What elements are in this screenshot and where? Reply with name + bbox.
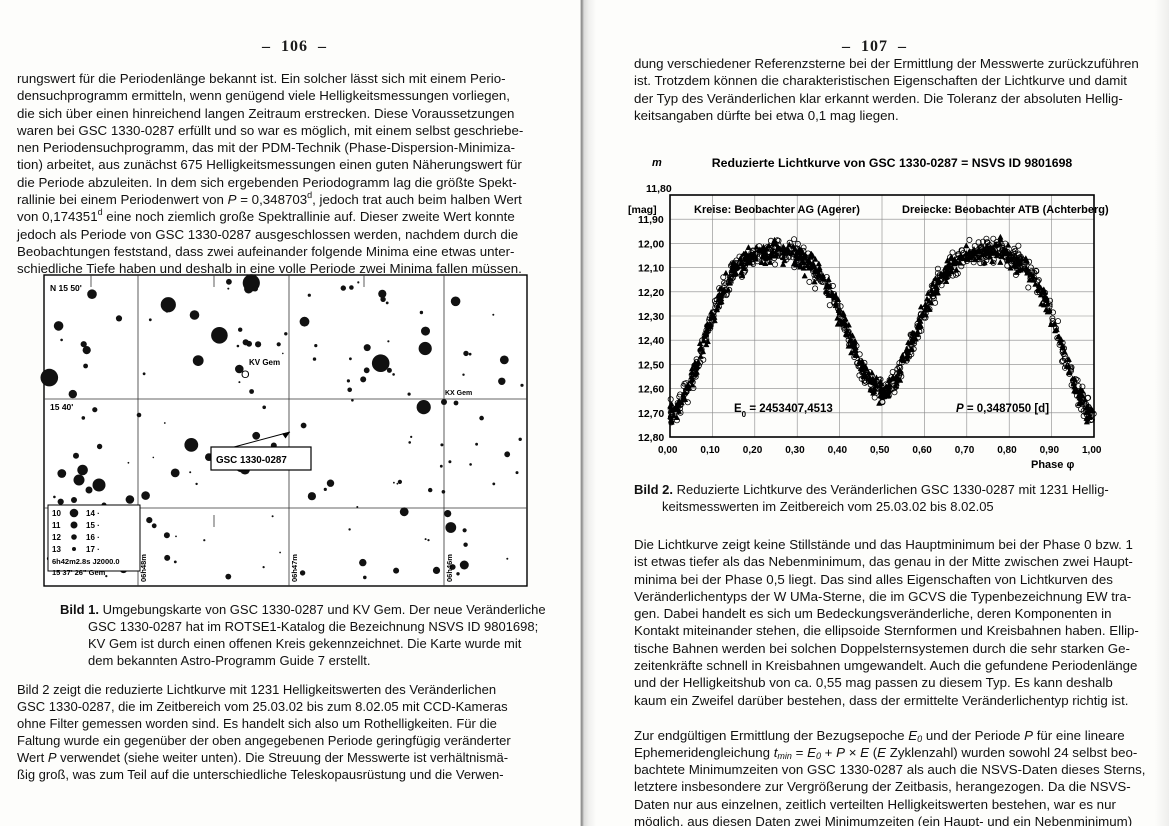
svg-text:06h47m: 06h47m — [290, 554, 299, 582]
svg-text:15 ·: 15 · — [86, 521, 100, 530]
svg-text:12,50: 12,50 — [638, 359, 664, 371]
svg-text:0,20: 0,20 — [743, 445, 763, 456]
svg-text:11,90: 11,90 — [638, 214, 664, 226]
svg-text:12: 12 — [52, 533, 61, 542]
svg-text:12,60: 12,60 — [638, 384, 664, 396]
svg-text:O: O — [241, 369, 250, 381]
svg-text:11: 11 — [52, 521, 61, 530]
svg-text:15 37' 26" Gem: 15 37' 26" Gem — [52, 568, 106, 577]
svg-text:KX Gem: KX Gem — [445, 390, 472, 397]
svg-text:12,20: 12,20 — [638, 287, 664, 299]
svg-text:06h46m: 06h46m — [445, 554, 454, 582]
svg-text:13: 13 — [52, 545, 61, 554]
svg-text:15 40': 15 40' — [50, 402, 73, 412]
svg-text:KV Gem: KV Gem — [249, 358, 280, 367]
svg-text:0,30: 0,30 — [785, 445, 805, 456]
svg-text:06h48m: 06h48m — [139, 554, 148, 582]
svg-text:Kreise: Beobachter AG (Agerer): Kreise: Beobachter AG (Agerer) — [694, 204, 860, 216]
svg-text:N 15 50': N 15 50' — [50, 283, 82, 293]
svg-text:Dreiecke: Beobachter ATB (Acht: Dreiecke: Beobachter ATB (Achterberg) — [902, 204, 1109, 216]
svg-text:0,10: 0,10 — [700, 445, 720, 456]
svg-text:0,00: 0,00 — [658, 445, 678, 456]
svg-text:Phase φ: Phase φ — [1031, 459, 1074, 471]
svg-text:P = 0,3487050 [d]: P = 0,3487050 [d] — [956, 403, 1049, 415]
svg-text:[mag]: [mag] — [628, 204, 657, 216]
svg-text:0,60: 0,60 — [912, 445, 932, 456]
svg-text:14 ·: 14 · — [86, 509, 100, 518]
svg-text:12,30: 12,30 — [638, 311, 664, 323]
svg-text:12,70: 12,70 — [638, 408, 664, 420]
svg-text:12,40: 12,40 — [638, 335, 664, 347]
svg-text:12,10: 12,10 — [638, 263, 664, 275]
svg-text:GSC 1330-0287: GSC 1330-0287 — [216, 455, 287, 466]
svg-text:12,00: 12,00 — [638, 238, 664, 250]
svg-text:16 ·: 16 · — [86, 533, 100, 542]
svg-text:0,50: 0,50 — [870, 445, 890, 456]
svg-text:10: 10 — [52, 509, 61, 518]
svg-text:0,90: 0,90 — [1040, 445, 1060, 456]
svg-text:17 ·: 17 · — [86, 545, 100, 554]
svg-text:E0 = 2453407,4513: E0 = 2453407,4513 — [734, 403, 833, 419]
svg-text:6h42m2.8s J2000.0: 6h42m2.8s J2000.0 — [52, 557, 120, 566]
svg-text:11,80: 11,80 — [646, 183, 672, 195]
svg-text:0,40: 0,40 — [828, 445, 848, 456]
svg-text:0,70: 0,70 — [955, 445, 975, 456]
svg-text:12,80: 12,80 — [638, 432, 664, 444]
svg-text:0,80: 0,80 — [997, 445, 1017, 456]
svg-text:1,00: 1,00 — [1082, 445, 1102, 456]
